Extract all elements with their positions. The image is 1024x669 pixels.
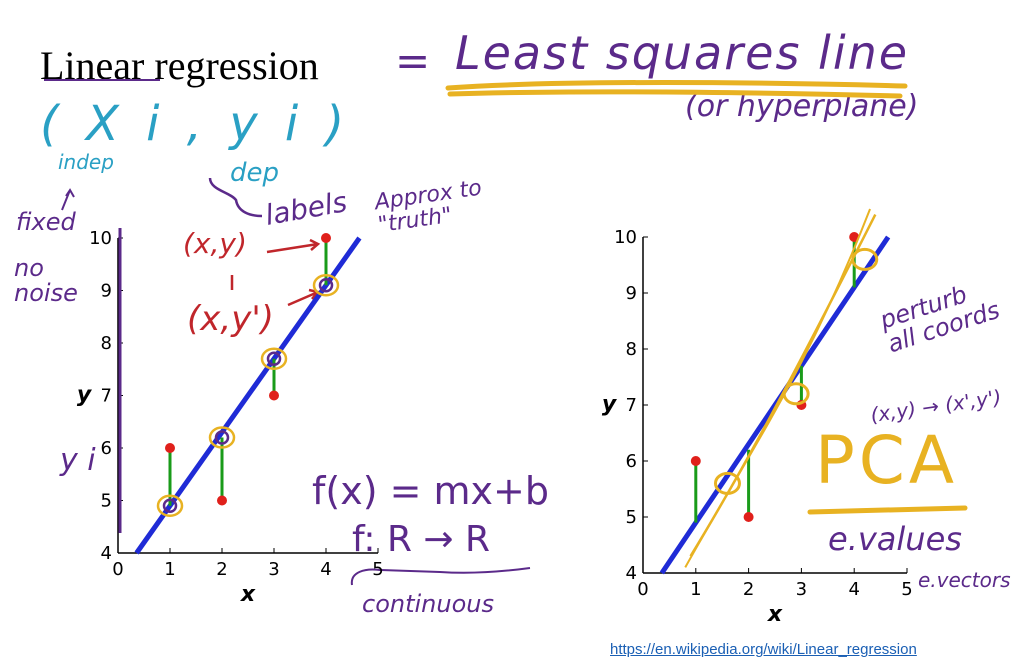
y-axis-title: y [77, 383, 93, 408]
fitted-point-mark [318, 278, 334, 293]
x-tick-label: 2 [216, 559, 227, 580]
data-point [690, 456, 701, 466]
y-tick-label: 8 [101, 333, 112, 354]
y-tick-label: 9 [626, 283, 637, 304]
fitted-point-mark [162, 498, 178, 513]
y-axis-title: y [602, 392, 618, 417]
x-tick-label: 4 [320, 559, 331, 580]
projected-point-circle [851, 247, 879, 271]
y-tick-label: 4 [101, 543, 112, 564]
evectors-annotation: e.vectors [918, 568, 1011, 592]
data-point [849, 232, 860, 242]
fitted-point-circle [312, 274, 340, 297]
fitted-point-mark [214, 430, 230, 445]
x-tick-label: 4 [848, 579, 859, 600]
fitted-point-circle [156, 494, 184, 517]
y-tick-label: 8 [626, 339, 637, 360]
pca-direction-stroke [684, 208, 871, 568]
y-tick-label: 7 [626, 395, 637, 416]
no-noise-annotation: no noise [14, 254, 78, 308]
x-tick-label: 1 [164, 559, 175, 580]
least-squares-annotation: Least squares line [455, 26, 910, 80]
fitted-point-circle [208, 426, 236, 449]
y-tick-label: 5 [626, 507, 637, 528]
f-map-annotation: f: R → R [352, 519, 491, 560]
x-tick-label: 0 [637, 579, 648, 600]
fitted-point-mark [266, 351, 282, 366]
y-tick-label: 10 [89, 228, 112, 249]
x-tick-label: 2 [743, 579, 754, 600]
fit-line [659, 235, 891, 575]
equals-annotation: = [395, 36, 431, 85]
xi-yi-annotation: ( X i , y i ) [40, 96, 351, 152]
x-axis-title: x [767, 602, 783, 627]
data-point [217, 495, 227, 506]
x-tick-label: 0 [112, 559, 123, 580]
y-tick-label: 10 [614, 227, 637, 248]
x-axis-title: x [240, 582, 256, 607]
fx-annotation: f(x) = mx+b [312, 469, 549, 513]
fixed-annotation: fixed [16, 208, 76, 236]
xy-prime-annotation: (x,y') [187, 299, 274, 339]
y-tick-label: 4 [626, 563, 637, 584]
y-tick-label: 7 [101, 386, 112, 407]
projected-point-circle [782, 382, 810, 406]
data-point [743, 512, 754, 522]
continuous-annotation: continuous [362, 590, 494, 618]
y-tick-label: 5 [101, 491, 112, 512]
y-tick-label: 9 [101, 281, 112, 302]
pca-annotation: PCA [815, 422, 959, 499]
data-point [321, 233, 331, 243]
indep-annotation: indep [58, 150, 114, 174]
projected-point-circle [713, 471, 741, 495]
x-tick-label: 3 [796, 579, 807, 600]
x-tick-label: 5 [901, 579, 912, 600]
yi-annotation: y i [60, 443, 96, 478]
y-tick-label: 6 [101, 438, 112, 459]
x-tick-label: 1 [690, 579, 701, 600]
fitted-point-circle [260, 347, 288, 370]
x-tick-label: 3 [268, 559, 279, 580]
y-tick-label: 6 [626, 451, 637, 472]
data-point [165, 443, 175, 453]
source-link[interactable]: https://en.wikipedia.org/wiki/Linear_reg… [610, 641, 917, 658]
x-tick-label: 5 [372, 559, 383, 580]
data-point [269, 390, 279, 401]
evalues-annotation: e.values [828, 520, 962, 558]
